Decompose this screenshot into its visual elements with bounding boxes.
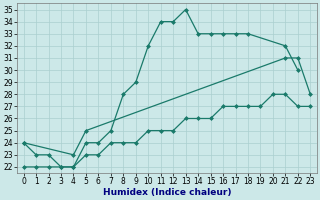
- X-axis label: Humidex (Indice chaleur): Humidex (Indice chaleur): [103, 188, 231, 197]
